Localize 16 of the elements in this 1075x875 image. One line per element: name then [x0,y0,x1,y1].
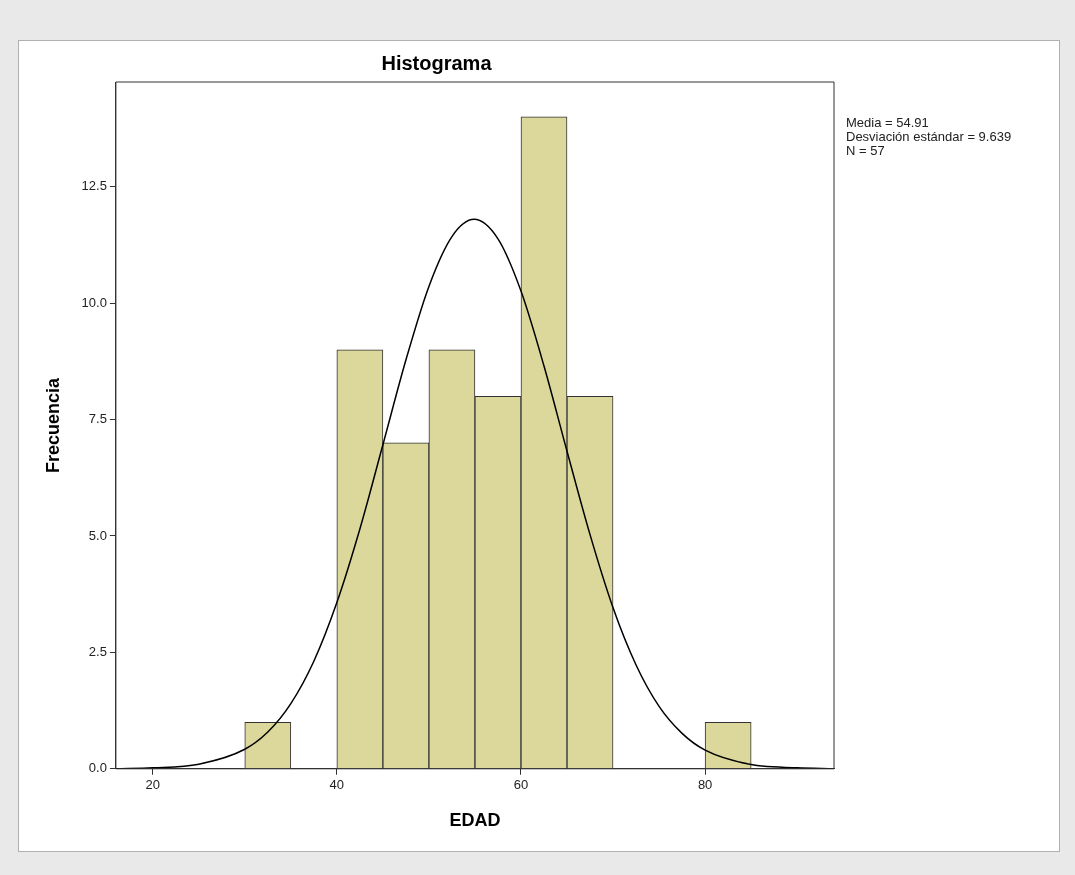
y-tick-label: 5.0 [88,527,107,543]
x-axis-title: EDAD [449,810,501,831]
y-axis-title: Frecuencia [42,376,63,473]
y-tick-label: 2.5 [88,643,107,659]
text: N = 57 [846,143,885,159]
x-tick-label: 60 [513,777,529,793]
x-tick-label: 40 [329,777,345,793]
y-tick-label: 12.5 [81,178,107,194]
y-tick-label: 0.0 [88,760,107,776]
x-tick-label: 20 [145,777,160,793]
y-tick-label: 10.0 [81,294,107,310]
x-tick-label: 80 [697,777,713,793]
chart-title: Histograma [381,51,493,74]
text: Media = 54.91 [846,115,929,131]
y-tick-label: 7.5 [88,411,107,427]
text: Desviación estándar = 9.639 [846,129,1012,145]
